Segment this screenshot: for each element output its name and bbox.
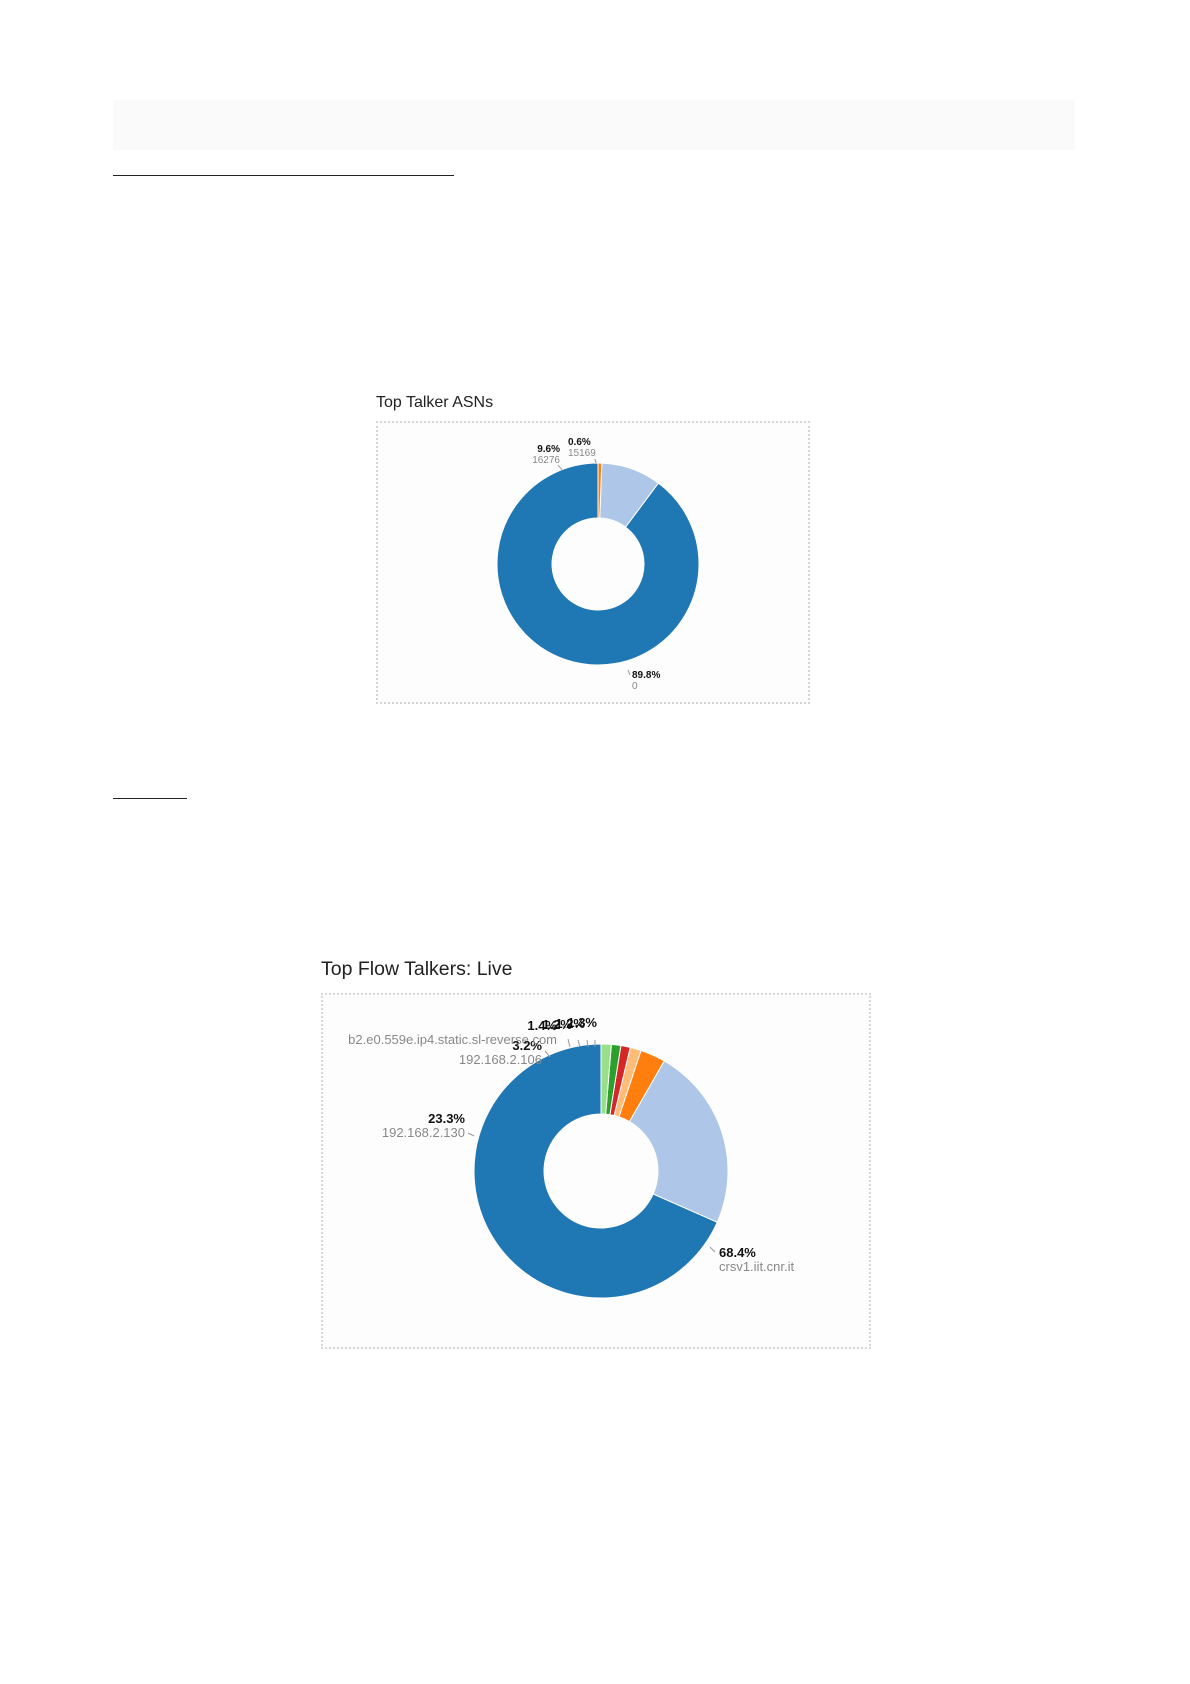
slice-leader-line [627, 669, 631, 676]
flow-chart-title: Top Flow Talkers: Live [321, 958, 513, 980]
slice-percent-label: 89.8% [632, 670, 660, 681]
donut-slice [599, 462, 660, 528]
slice-leader-line [709, 1246, 716, 1253]
page-header-band [113, 100, 1075, 150]
slice-percent-label: 1.3% [567, 1015, 597, 1030]
flow-chart-container: 68.4% crsv1.iit.cnr.it 23.3% 192.168.2.130 3… [321, 993, 871, 1349]
slice-name-label: 0 [632, 681, 638, 692]
slice-leader-line [544, 1050, 551, 1058]
asn-chart-container: 89.8% 0 9.6% 16276 0.6% 15169 [376, 421, 810, 704]
donut-slice [600, 1043, 612, 1115]
slice-name-label: crsv1.iit.cnr.it [719, 1259, 795, 1274]
slice-percent-label: 1.4% [527, 1018, 557, 1033]
slice-name-label: b2.e0.559e.ip4.static.sl-reverse.com [348, 1032, 557, 1047]
donut-slice [597, 462, 603, 519]
slice-percent-label: 0.6% [568, 437, 591, 448]
slice-leader-line [586, 1039, 589, 1048]
donut-slice [473, 1043, 718, 1299]
section-heading-underline [113, 175, 454, 176]
slice-percent-label: 9.6% [537, 444, 560, 455]
slice-leader-line [467, 1132, 475, 1137]
slice-leader-line [567, 1038, 571, 1048]
section-heading-underline-2 [113, 798, 187, 799]
slice-percent-label: 1.2% [542, 1017, 572, 1032]
slice-leader-line [594, 458, 597, 464]
slice-leader-line [557, 464, 563, 471]
asn-donut-chart: 89.8%0 9.6%16276 0.6%15169 [496, 437, 700, 692]
slice-percent-label: 3.2% [512, 1038, 542, 1053]
donut-slice [618, 1049, 665, 1123]
slice-name-label: 192.168.2.130 [382, 1125, 465, 1140]
donut-slice [628, 1060, 729, 1223]
slice-leader-line [577, 1039, 581, 1048]
slice-name-label: 16276 [532, 455, 560, 466]
flow-donut-chart: 68.4%crsv1.iit.cnr.it 23.3%192.168.2.130 3… [348, 1015, 795, 1299]
slice-name-label: 15169 [568, 448, 596, 459]
slice-percent-label: 1.2% [555, 1016, 585, 1031]
asn-chart-title: Top Talker ASNs [376, 394, 494, 411]
slice-percent-label: 23.3% [428, 1111, 465, 1126]
slice-percent-label: 68.4% [719, 1245, 756, 1260]
donut-slice [496, 462, 700, 666]
slice-name-label: 192.168.2.106 [459, 1052, 542, 1067]
